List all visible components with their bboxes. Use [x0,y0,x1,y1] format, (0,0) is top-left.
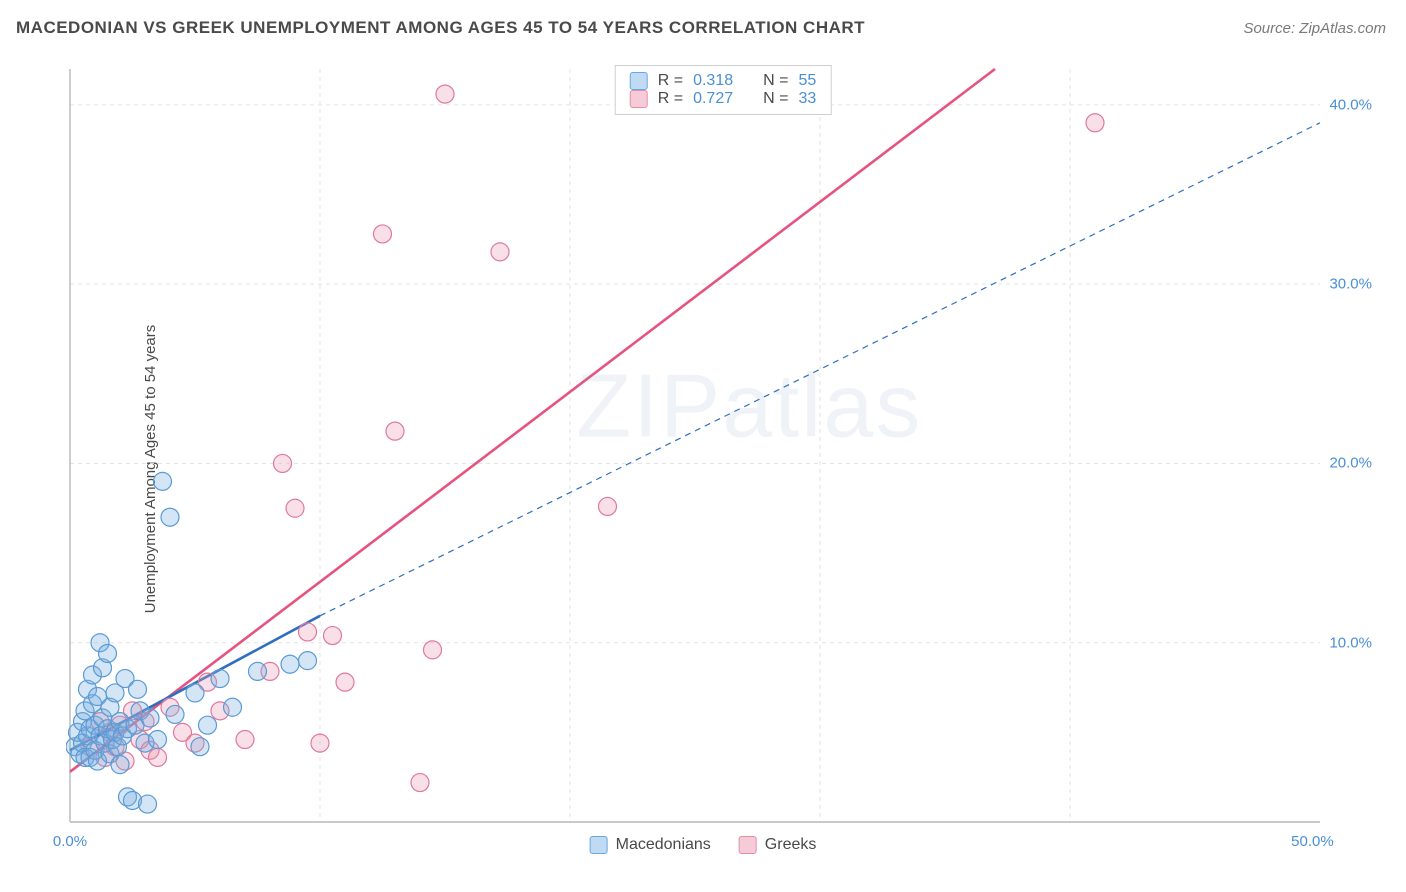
legend-swatch-macedonians-icon [590,836,608,854]
plot-area: ZIPatlas R = 0.318 N = 55 R = 0.727 N = … [66,65,1380,826]
y-tick-label: 10.0% [1329,634,1372,651]
y-tick-label: 30.0% [1329,276,1372,293]
x-tick-label: 0.0% [53,833,87,850]
stats-row-macedonians: R = 0.318 N = 55 [630,72,817,90]
x-tick-label: 50.0% [1291,833,1334,850]
r-label: R = [658,72,683,90]
legend-label-greeks: Greeks [765,836,817,854]
legend-item-macedonians: Macedonians [590,836,711,854]
r-label: R = [658,90,683,108]
header: MACEDONIAN VS GREEK UNEMPLOYMENT AMONG A… [16,18,1386,38]
source-label: Source: ZipAtlas.com [1243,20,1386,37]
correlation-stats-box: R = 0.318 N = 55 R = 0.727 N = 33 [615,65,832,115]
n-label: N = [763,90,788,108]
legend-item-greeks: Greeks [739,836,817,854]
legend-swatch-greeks-icon [739,836,757,854]
chart-title: MACEDONIAN VS GREEK UNEMPLOYMENT AMONG A… [16,18,865,38]
n-value-greeks: 33 [798,90,816,108]
r-value-macedonians: 0.318 [693,72,733,90]
chart-wrap: Unemployment Among Ages 45 to 54 years Z… [16,55,1390,882]
swatch-greeks-icon [630,90,648,108]
r-value-greeks: 0.727 [693,90,733,108]
legend: Macedonians Greeks [590,836,817,854]
chart-container: MACEDONIAN VS GREEK UNEMPLOYMENT AMONG A… [0,0,1406,892]
n-value-macedonians: 55 [798,72,816,90]
y-tick-label: 20.0% [1329,455,1372,472]
n-label: N = [763,72,788,90]
stats-row-greeks: R = 0.727 N = 33 [630,90,817,108]
swatch-macedonians-icon [630,72,648,90]
plot-svg [66,65,1380,826]
y-tick-label: 40.0% [1329,96,1372,113]
legend-label-macedonians: Macedonians [616,836,711,854]
